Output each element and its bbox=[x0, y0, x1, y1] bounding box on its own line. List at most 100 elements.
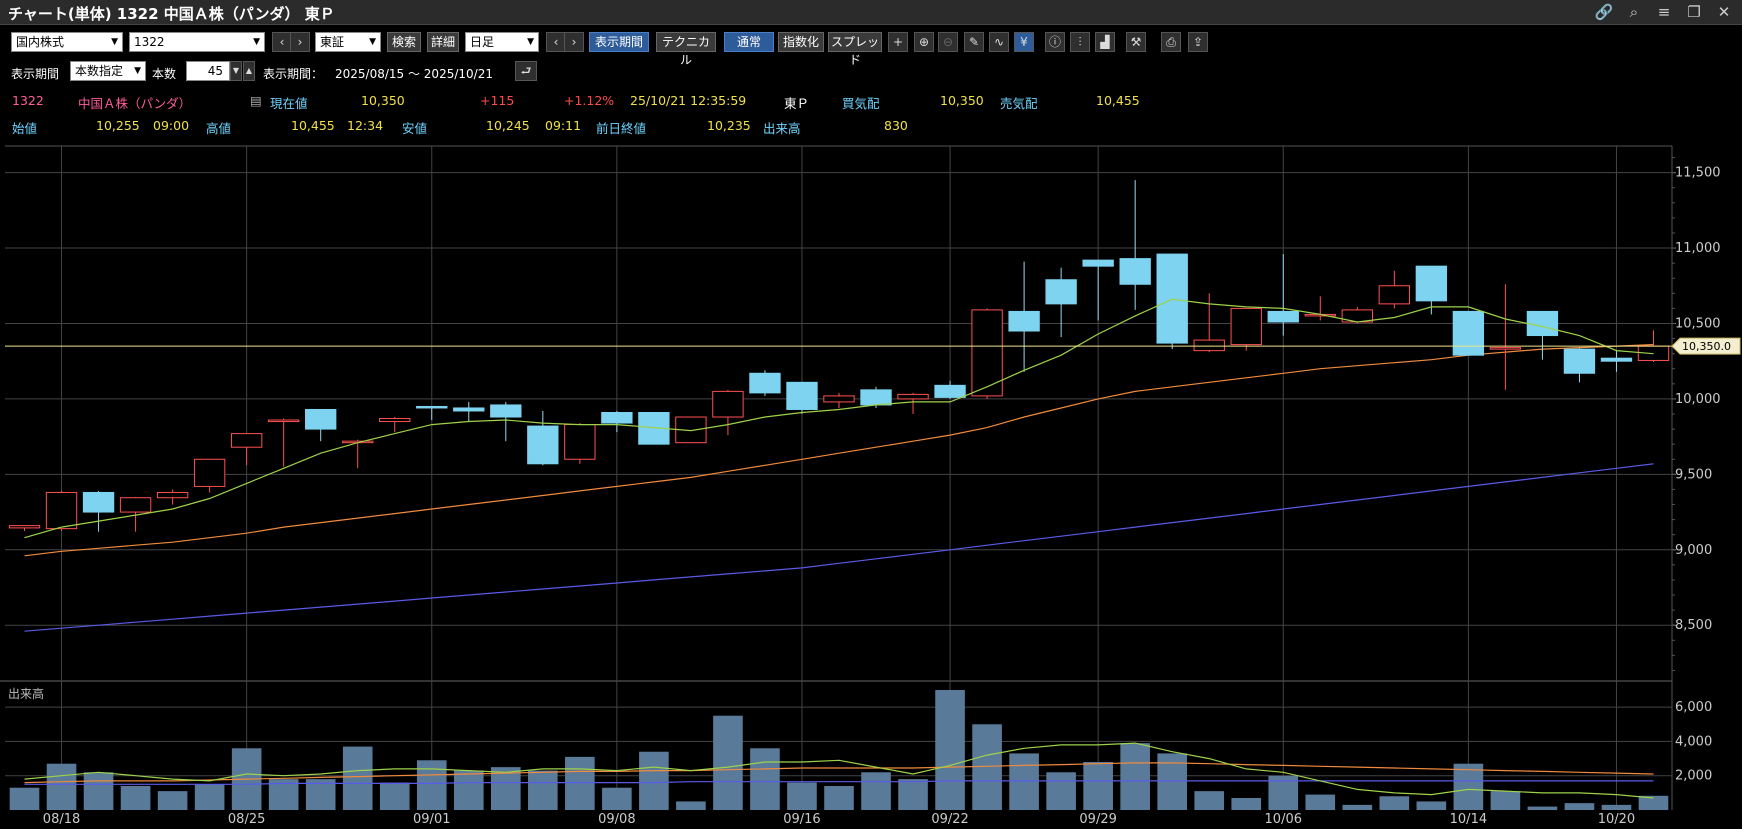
prev-period-button[interactable]: ‹ bbox=[546, 32, 566, 52]
count-stepper-down-icon[interactable]: ▼ bbox=[230, 61, 242, 81]
price-tick-label: 10,000 bbox=[1675, 392, 1721, 407]
wave-icon[interactable]: ∿ bbox=[989, 32, 1009, 52]
volume-pane-title: 出来高 bbox=[8, 686, 44, 701]
info-icon[interactable]: ⓘ bbox=[1045, 32, 1065, 52]
date-tick-label: 09/29 bbox=[1079, 812, 1116, 827]
volume-tick-label: 4,000 bbox=[1675, 734, 1712, 749]
volume-bar bbox=[490, 767, 521, 810]
period-type-value: 日足 bbox=[470, 35, 495, 49]
volume-bar bbox=[750, 748, 780, 810]
settings-wrench-icon[interactable]: ⚒ bbox=[1126, 32, 1146, 52]
reset-range-icon[interactable]: ⮐ bbox=[515, 61, 537, 81]
memo-icon[interactable]: ▤ bbox=[250, 93, 262, 108]
market-select[interactable]: 国内株式 ▼ bbox=[11, 32, 123, 52]
range-label: 表示期間： bbox=[263, 67, 324, 81]
volume-bar bbox=[1157, 753, 1188, 810]
window-controls: 🔗 ⌕ ≡ ❐ ✕ bbox=[1594, 2, 1734, 22]
next-period-button[interactable]: › bbox=[564, 32, 584, 52]
volume-ma-short-line bbox=[24, 742, 1654, 799]
search-button[interactable]: 検索 bbox=[387, 32, 421, 52]
candle-body-up bbox=[1378, 285, 1411, 305]
volume-bar bbox=[83, 772, 114, 810]
restore-icon[interactable]: ❐ bbox=[1687, 3, 1701, 21]
date-tick-label: 09/08 bbox=[598, 812, 635, 827]
volume-label: 出来高 bbox=[763, 121, 801, 136]
volume-bar bbox=[305, 779, 336, 810]
technical-button[interactable]: テクニカル bbox=[656, 32, 716, 67]
period-label: 表示期間 bbox=[11, 67, 60, 81]
candle-body-down bbox=[601, 411, 633, 424]
period-mode-select[interactable]: 本数指定 ▼ bbox=[70, 61, 146, 81]
count-label: 本数 bbox=[152, 67, 177, 81]
dropdown-arrow-icon: ▼ bbox=[134, 66, 141, 76]
yen-icon[interactable]: ¥ bbox=[1014, 32, 1034, 52]
prev-close-label: 前日終値 bbox=[596, 121, 647, 136]
quote-code-text: 1322 bbox=[12, 93, 44, 108]
candle-body-down bbox=[527, 425, 559, 465]
quote-market: 東Ｐ bbox=[784, 96, 810, 111]
exchange-select-value: 東証 bbox=[320, 35, 345, 49]
candle-body-down bbox=[860, 389, 892, 406]
candle-body-up bbox=[971, 309, 1003, 397]
low-value: 10,245 bbox=[486, 118, 530, 133]
detail-button[interactable]: 詳細 bbox=[427, 32, 459, 52]
pen-icon[interactable]: ✎ bbox=[964, 32, 984, 52]
spread-button[interactable]: スプレッド bbox=[828, 32, 882, 67]
display-period-button[interactable]: 表示期間 bbox=[589, 32, 649, 52]
volume-bar bbox=[1268, 775, 1299, 810]
candle-body-down bbox=[453, 407, 485, 412]
candle-body-up bbox=[230, 433, 263, 448]
open-time: 09:00 bbox=[153, 118, 190, 133]
next-code-button[interactable]: › bbox=[290, 32, 310, 52]
menu-icon[interactable]: ≡ bbox=[1657, 3, 1671, 21]
normal-button[interactable]: 通常 bbox=[724, 32, 774, 52]
candle-body-up bbox=[1637, 345, 1670, 361]
price-ma-short-line bbox=[24, 298, 1654, 539]
volume-ma-mid-line bbox=[24, 762, 1654, 784]
prev-code-button[interactable]: ‹ bbox=[272, 32, 292, 52]
candle-body-down bbox=[786, 381, 818, 410]
crosshair-icon[interactable]: + bbox=[888, 32, 908, 52]
volume-bar bbox=[1194, 791, 1225, 810]
volume-bar bbox=[972, 724, 1002, 810]
volume-bar bbox=[1527, 806, 1558, 810]
price-tick-label: 10,500 bbox=[1675, 316, 1721, 331]
change-value: +115 bbox=[480, 93, 515, 108]
volume-bar bbox=[9, 787, 40, 810]
link-icon[interactable]: 🔗 bbox=[1594, 3, 1614, 21]
candle-body-down bbox=[934, 384, 966, 398]
my-icon[interactable]: ⫶ bbox=[1070, 32, 1090, 52]
price-ma-mid-line bbox=[24, 344, 1654, 557]
window-title: チャート(単体) 1322 中国Ａ株（パンダ） 東Ｐ bbox=[8, 5, 335, 23]
candle-body-up bbox=[1304, 313, 1336, 317]
date-tick-label: 08/25 bbox=[228, 812, 265, 827]
candle-body-down bbox=[490, 404, 522, 418]
count-input[interactable]: 45 bbox=[186, 61, 230, 81]
export-icon[interactable]: ⇪ bbox=[1188, 32, 1208, 52]
volume-bar bbox=[1046, 772, 1076, 810]
price-tick-label: 11,000 bbox=[1675, 241, 1721, 256]
candle-body-down bbox=[638, 411, 670, 445]
candle-body-down bbox=[1082, 259, 1114, 267]
print-icon[interactable]: ⎙ bbox=[1161, 32, 1181, 52]
close-icon[interactable]: ✕ bbox=[1717, 3, 1731, 21]
area-chart-icon[interactable]: ▟ bbox=[1095, 32, 1115, 52]
date-tick-label: 10/20 bbox=[1598, 812, 1635, 827]
candle-body-up bbox=[379, 418, 411, 423]
change-pct: +1.12% bbox=[564, 93, 615, 108]
code-input[interactable]: 1322 ▼ bbox=[129, 32, 265, 52]
price-tick-label: 8,500 bbox=[1675, 618, 1712, 633]
count-stepper-up-icon[interactable]: ▲ bbox=[243, 61, 255, 81]
zoom-out-icon[interactable]: ⊖ bbox=[938, 32, 958, 52]
search-icon[interactable]: ⌕ bbox=[1629, 3, 1639, 21]
exchange-select[interactable]: 東証 ▼ bbox=[315, 32, 381, 52]
candle-body-down bbox=[1045, 279, 1077, 305]
current-value: 10,350 bbox=[361, 93, 405, 108]
zoom-in-icon[interactable]: ⊕ bbox=[914, 32, 934, 52]
period-type-select[interactable]: 日足 ▼ bbox=[465, 32, 539, 52]
date-tick-label: 10/06 bbox=[1265, 812, 1302, 827]
volume-bar bbox=[342, 746, 373, 810]
period-row: 表示期間 本数指定 ▼ 本数 45 ▼ ▲ 表示期間： 2025/08/15 ～ … bbox=[0, 60, 1742, 84]
indexed-button[interactable]: 指数化 bbox=[778, 32, 824, 52]
